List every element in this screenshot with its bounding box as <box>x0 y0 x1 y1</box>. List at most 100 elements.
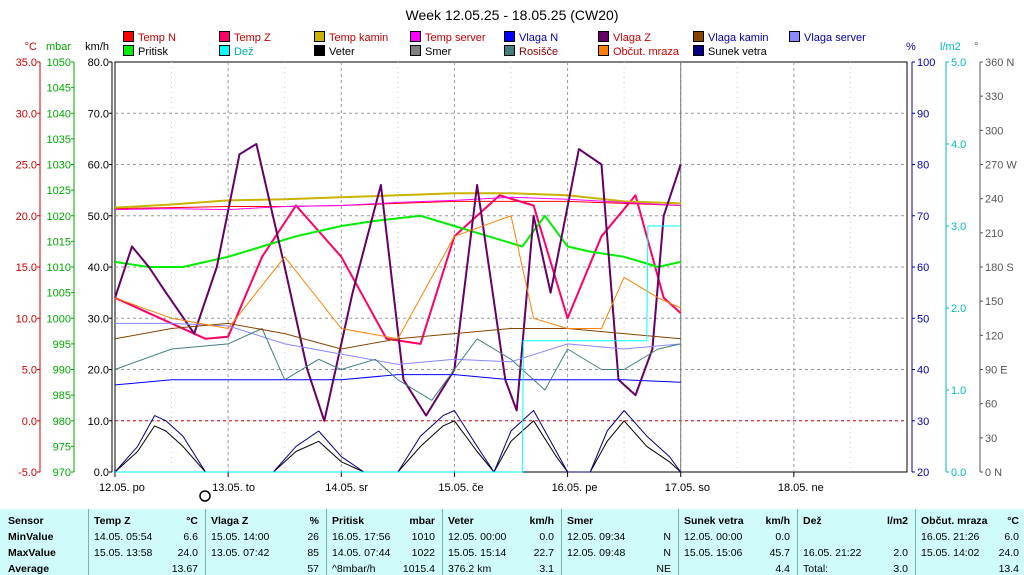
left-axis-tick-label: 1030 <box>47 160 71 172</box>
legend-swatch <box>219 45 230 56</box>
stats-cell-value: 0.0 <box>539 531 554 543</box>
left-axis-tick-label: 1035 <box>47 134 71 146</box>
left-axis-tick-label: 1050 <box>47 57 71 69</box>
legend-swatch <box>598 45 609 56</box>
legend-label: Temp Z <box>234 32 271 44</box>
stats-column-divider <box>797 509 798 575</box>
right-axis-tick-label: 80 <box>917 160 929 172</box>
legend-swatch <box>693 31 704 42</box>
left-axis-tick-label: 990 <box>53 365 71 377</box>
legend-item: Temp N <box>123 31 176 44</box>
stats-cell-value: 13.67 <box>171 563 198 575</box>
right-axis-tick-label: 330 <box>985 91 1003 103</box>
left-axis-tick-label: 60.0 <box>88 160 109 172</box>
legend-item: Dež <box>219 45 254 58</box>
legend-label: Vlaga N <box>519 32 559 44</box>
right-axis-tick-label: 120 <box>985 330 1003 342</box>
stats-column-header: Temp Z <box>94 515 131 527</box>
stats-cell-time: 16.05. 21:22 <box>803 547 862 559</box>
stats-column-unit: mbar <box>409 515 435 527</box>
right-axis-tick-label: 70 <box>917 211 929 223</box>
left-axis-tick-label: 0.0 <box>22 416 37 428</box>
left-axis-tick-label: 15.0 <box>16 262 37 274</box>
stats-cell-time: Total: <box>803 563 829 575</box>
right-axis-tick-label: 30 <box>985 433 997 445</box>
legend-item: Veter <box>314 45 355 58</box>
left-axis-tick-label: 20.0 <box>88 365 109 377</box>
legend-item: Vlaga N <box>504 31 558 44</box>
legend-swatch <box>410 45 421 56</box>
left-axis-tick-label: 30.0 <box>16 108 37 120</box>
series-line-de- <box>115 225 681 473</box>
legend-label: Dež <box>234 46 254 58</box>
left-axis-tick-label: 995 <box>53 339 71 351</box>
stats-cell-value: 45.7 <box>769 547 790 559</box>
stats-column-divider <box>205 509 206 575</box>
stats-cell-time: 12.05. 00:00 <box>448 531 507 543</box>
stats-column-header: Dež <box>803 515 822 527</box>
right-axis-tick-label: 1.0 <box>951 385 966 397</box>
right-axis-tick-label: 60 <box>917 262 929 274</box>
legend-item: Temp Z <box>219 31 271 44</box>
x-tick-label: 15.05. če <box>438 482 483 494</box>
stats-cell-value: 3.0 <box>893 563 908 575</box>
stats-cell-time: 16.05. 21:26 <box>921 531 980 543</box>
left-axis-tick-label: 80.0 <box>88 57 109 69</box>
x-tick-label: 18.05. ne <box>778 482 824 494</box>
legend-swatch <box>123 45 134 56</box>
legend-swatch <box>693 45 704 56</box>
legend-item: Vlaga kamin <box>693 31 769 44</box>
legend-label: Veter <box>329 46 355 58</box>
stats-column-header: Sunek vetra <box>684 515 744 527</box>
right-axis-tick-label: 50 <box>917 313 929 325</box>
series-line-ob-ut-mraza <box>114 215 681 340</box>
left-axis-tick-label: 20.0 <box>16 211 37 223</box>
stats-cell-value: 13.4 <box>998 563 1019 575</box>
series-line-temp-n <box>114 200 681 210</box>
left-axis-tick-label: 5.0 <box>22 365 37 377</box>
stats-cell-value: 3.1 <box>539 563 554 575</box>
stats-cell-time: ^8mbar/h <box>332 563 376 575</box>
legend-label: Rosišče <box>519 46 559 58</box>
stats-row-label: MaxValue <box>8 547 56 559</box>
right-axis-tick-label: 150 <box>985 296 1003 308</box>
left-axis-tick-label: 10.0 <box>88 416 109 428</box>
stats-cell-value: 24.0 <box>177 547 198 559</box>
legend-item: Sunek vetra <box>693 45 767 58</box>
legend-swatch <box>219 31 230 42</box>
stats-column-unit: km/h <box>529 515 554 527</box>
stats-column-divider <box>915 509 916 575</box>
left-axis-tick-label: 10.0 <box>16 313 37 325</box>
stats-cell-time: 13.05. 07:42 <box>211 547 270 559</box>
stats-cell-time: 16.05. 17:56 <box>332 531 391 543</box>
stats-cell-time: 12.05. 09:48 <box>567 547 626 559</box>
right-axis-tick-label: 60 <box>985 399 997 411</box>
right-axis-tick-label: 3.0 <box>951 221 966 233</box>
stats-cell-time: 14.05. 07:44 <box>332 547 391 559</box>
stats-column-header: Vlaga Z <box>211 515 249 527</box>
left-axis-tick-label: 1005 <box>47 288 71 300</box>
series-line-vlaga-n <box>114 374 681 386</box>
stats-cell-value: 6.0 <box>1004 531 1019 543</box>
stats-column-divider <box>561 509 562 575</box>
stats-cell-time: 12.05. 09:34 <box>567 531 626 543</box>
legend-swatch <box>314 45 325 56</box>
legend-label: Vlaga kamin <box>708 32 769 44</box>
stats-cell-value: 6.6 <box>183 531 198 543</box>
stats-cell-value: 85 <box>307 547 319 559</box>
stats-cell-value: 1010 <box>411 531 435 543</box>
right-axis-tick-label: 240 <box>985 194 1003 206</box>
stats-cell-time: 15.05. 15:06 <box>684 547 743 559</box>
stats-column-divider <box>326 509 327 575</box>
series-line-pritisk <box>114 214 681 268</box>
right-axis-tick-label: 20 <box>917 467 929 479</box>
right-axis-unit: % <box>906 41 916 53</box>
left-axis-tick-label: 1000 <box>47 313 71 325</box>
left-axis-tick-label: 985 <box>53 390 71 402</box>
right-axis-tick-label: 270 W <box>985 160 1017 172</box>
series-line-veter <box>114 420 682 473</box>
left-axis-unit: km/h <box>85 41 109 53</box>
left-axis-tick-label: 1020 <box>47 211 71 223</box>
stats-cell-value: N <box>663 547 671 559</box>
left-axis-tick-label: 1040 <box>47 108 71 120</box>
